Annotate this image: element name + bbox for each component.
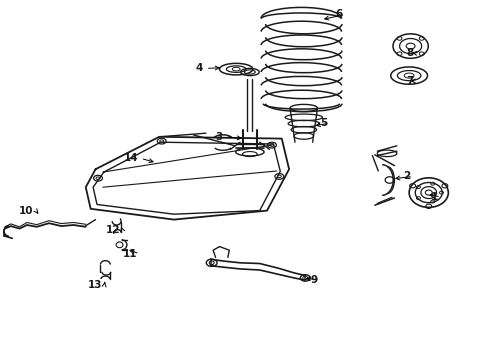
Text: 11: 11: [122, 249, 137, 259]
Text: 6: 6: [336, 9, 343, 19]
Text: 3: 3: [216, 132, 223, 142]
Text: 5: 5: [320, 118, 327, 128]
Text: 2: 2: [403, 171, 411, 181]
Text: 9: 9: [310, 275, 318, 285]
Text: 8: 8: [407, 48, 414, 58]
Text: 14: 14: [123, 153, 138, 163]
Text: 12: 12: [105, 225, 120, 235]
Text: 1: 1: [431, 192, 439, 202]
Text: 10: 10: [19, 206, 33, 216]
Text: 13: 13: [87, 280, 102, 290]
Text: 4: 4: [196, 63, 203, 73]
Text: 7: 7: [407, 76, 414, 86]
